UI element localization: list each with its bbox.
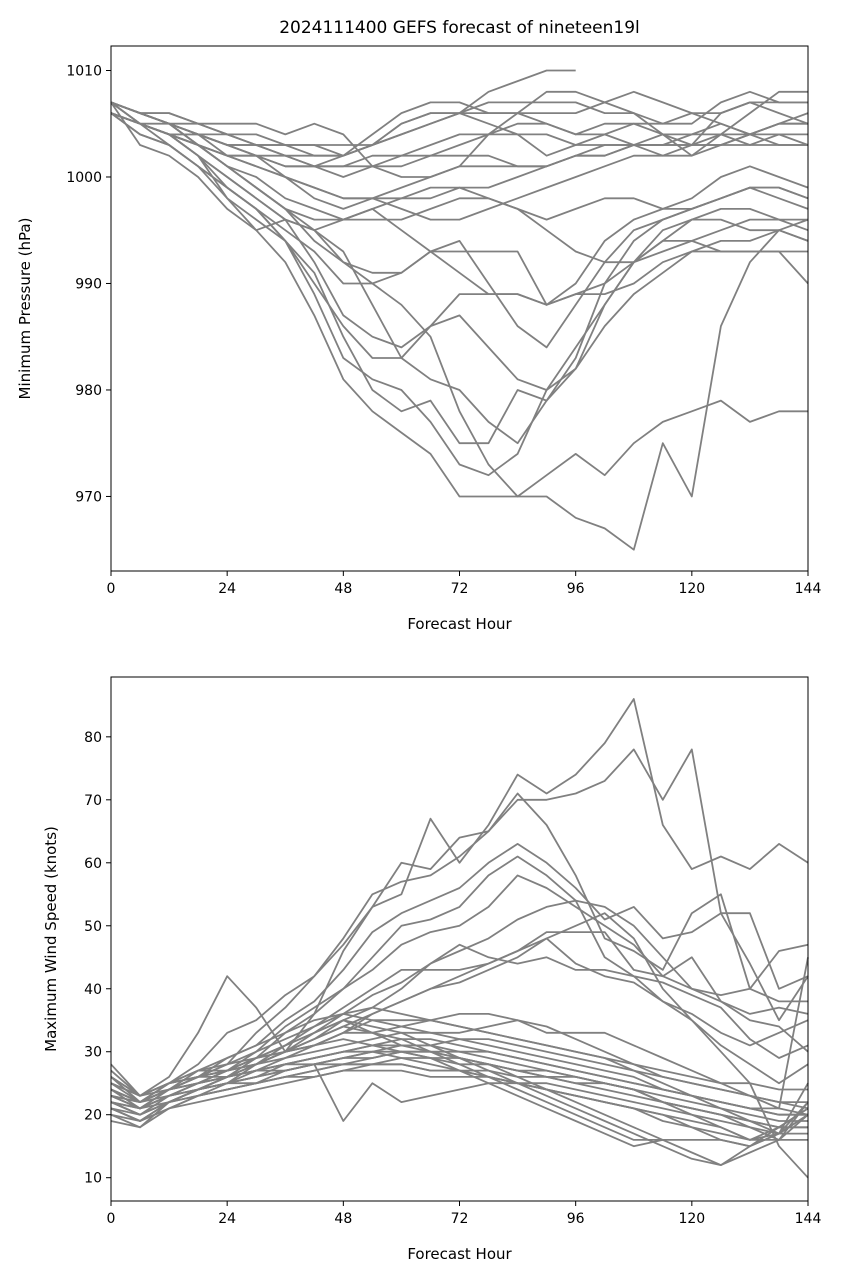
wind-series-line-2 <box>110 748 809 1103</box>
wind-y-tick-label: 40 <box>84 982 102 998</box>
pressure-series-line-22 <box>110 101 808 498</box>
wind-y-tick-label: 50 <box>84 919 102 935</box>
pressure-x-tick-label: 144 <box>795 581 822 597</box>
wind-series-line-31 <box>110 1044 809 1141</box>
wind-x-tick-label: 0 <box>107 1211 116 1227</box>
wind-y-axis-label: Maximum Wind Speed (knots) <box>42 826 60 1052</box>
pressure-y-tick-label: 1000 <box>66 170 102 186</box>
pressure-series-line-20 <box>110 112 809 445</box>
pressure-x-tick-label: 120 <box>678 581 705 597</box>
chart-title: 2024111400 GEFS forecast of nineteen19l <box>279 18 640 38</box>
pressure-plot-frame <box>110 45 809 572</box>
pressure-x-tick-label: 96 <box>567 581 585 597</box>
wind-x-tick-label: 120 <box>678 1211 705 1227</box>
pressure-x-tick-label: 24 <box>218 581 236 597</box>
pressure-y-tick-label: 1010 <box>66 63 102 79</box>
pressure-x-tick-label: 48 <box>334 581 352 597</box>
wind-y-tick-label: 70 <box>84 793 102 809</box>
pressure-y-axis-label: Minimum Pressure (hPa) <box>16 218 34 400</box>
wind-series-line-32 <box>110 1038 663 1148</box>
pressure-series-line-17 <box>110 101 809 349</box>
wind-series-line-30 <box>110 1050 809 1166</box>
wind-x-axis-label: Forecast Hour <box>407 1245 512 1263</box>
pressure-y-tick-label: 970 <box>75 489 102 505</box>
wind-y-tick-label: 10 <box>84 1171 102 1187</box>
wind-series-lines <box>110 698 809 1179</box>
pressure-x-tick-label: 72 <box>451 581 469 597</box>
pressure-chart: 2024111400 GEFS forecast of nineteen19l … <box>16 18 821 633</box>
pressure-series-line-11 <box>110 101 808 210</box>
pressure-series-line-14 <box>110 112 809 306</box>
pressure-y-tick-label: 980 <box>75 383 102 399</box>
pressure-x-tick-label: 0 <box>107 581 116 597</box>
wind-x-tick-label: 72 <box>451 1211 469 1227</box>
wind-axis-ticks: 0 24 48 72 96 120 144 10 20 30 40 50 60 70 80 <box>84 730 821 1227</box>
pressure-x-axis-label: Forecast Hour <box>407 615 512 633</box>
pressure-series-line-24 <box>110 101 809 168</box>
wind-x-tick-label: 48 <box>334 1211 352 1227</box>
wind-x-tick-label: 96 <box>567 1211 585 1227</box>
pressure-series-line-2 <box>110 69 576 146</box>
wind-x-tick-label: 144 <box>795 1211 822 1227</box>
wind-series-line-26 <box>110 1006 809 1135</box>
pressure-y-tick-label: 990 <box>75 276 102 292</box>
pressure-series-line-23 <box>110 112 809 551</box>
pressure-series-line-21 <box>110 112 809 477</box>
pressure-series-line-19 <box>110 101 808 445</box>
wind-series-line-6 <box>110 874 809 1103</box>
wind-plot-frame <box>110 676 809 1202</box>
pressure-axis-ticks: 0 24 48 72 96 120 144 970 980 990 1000 1010 <box>66 63 821 597</box>
wind-y-tick-label: 60 <box>84 856 102 872</box>
wind-series-line-1 <box>110 698 809 1097</box>
wind-y-tick-label: 80 <box>84 730 102 746</box>
wind-y-tick-label: 20 <box>84 1108 102 1124</box>
wind-x-tick-label: 24 <box>218 1211 236 1227</box>
pressure-series-lines <box>110 69 809 551</box>
wind-y-tick-label: 30 <box>84 1045 102 1061</box>
wind-chart: 0 24 48 72 96 120 144 10 20 30 40 50 60 70 80 Forecast… <box>42 676 821 1263</box>
